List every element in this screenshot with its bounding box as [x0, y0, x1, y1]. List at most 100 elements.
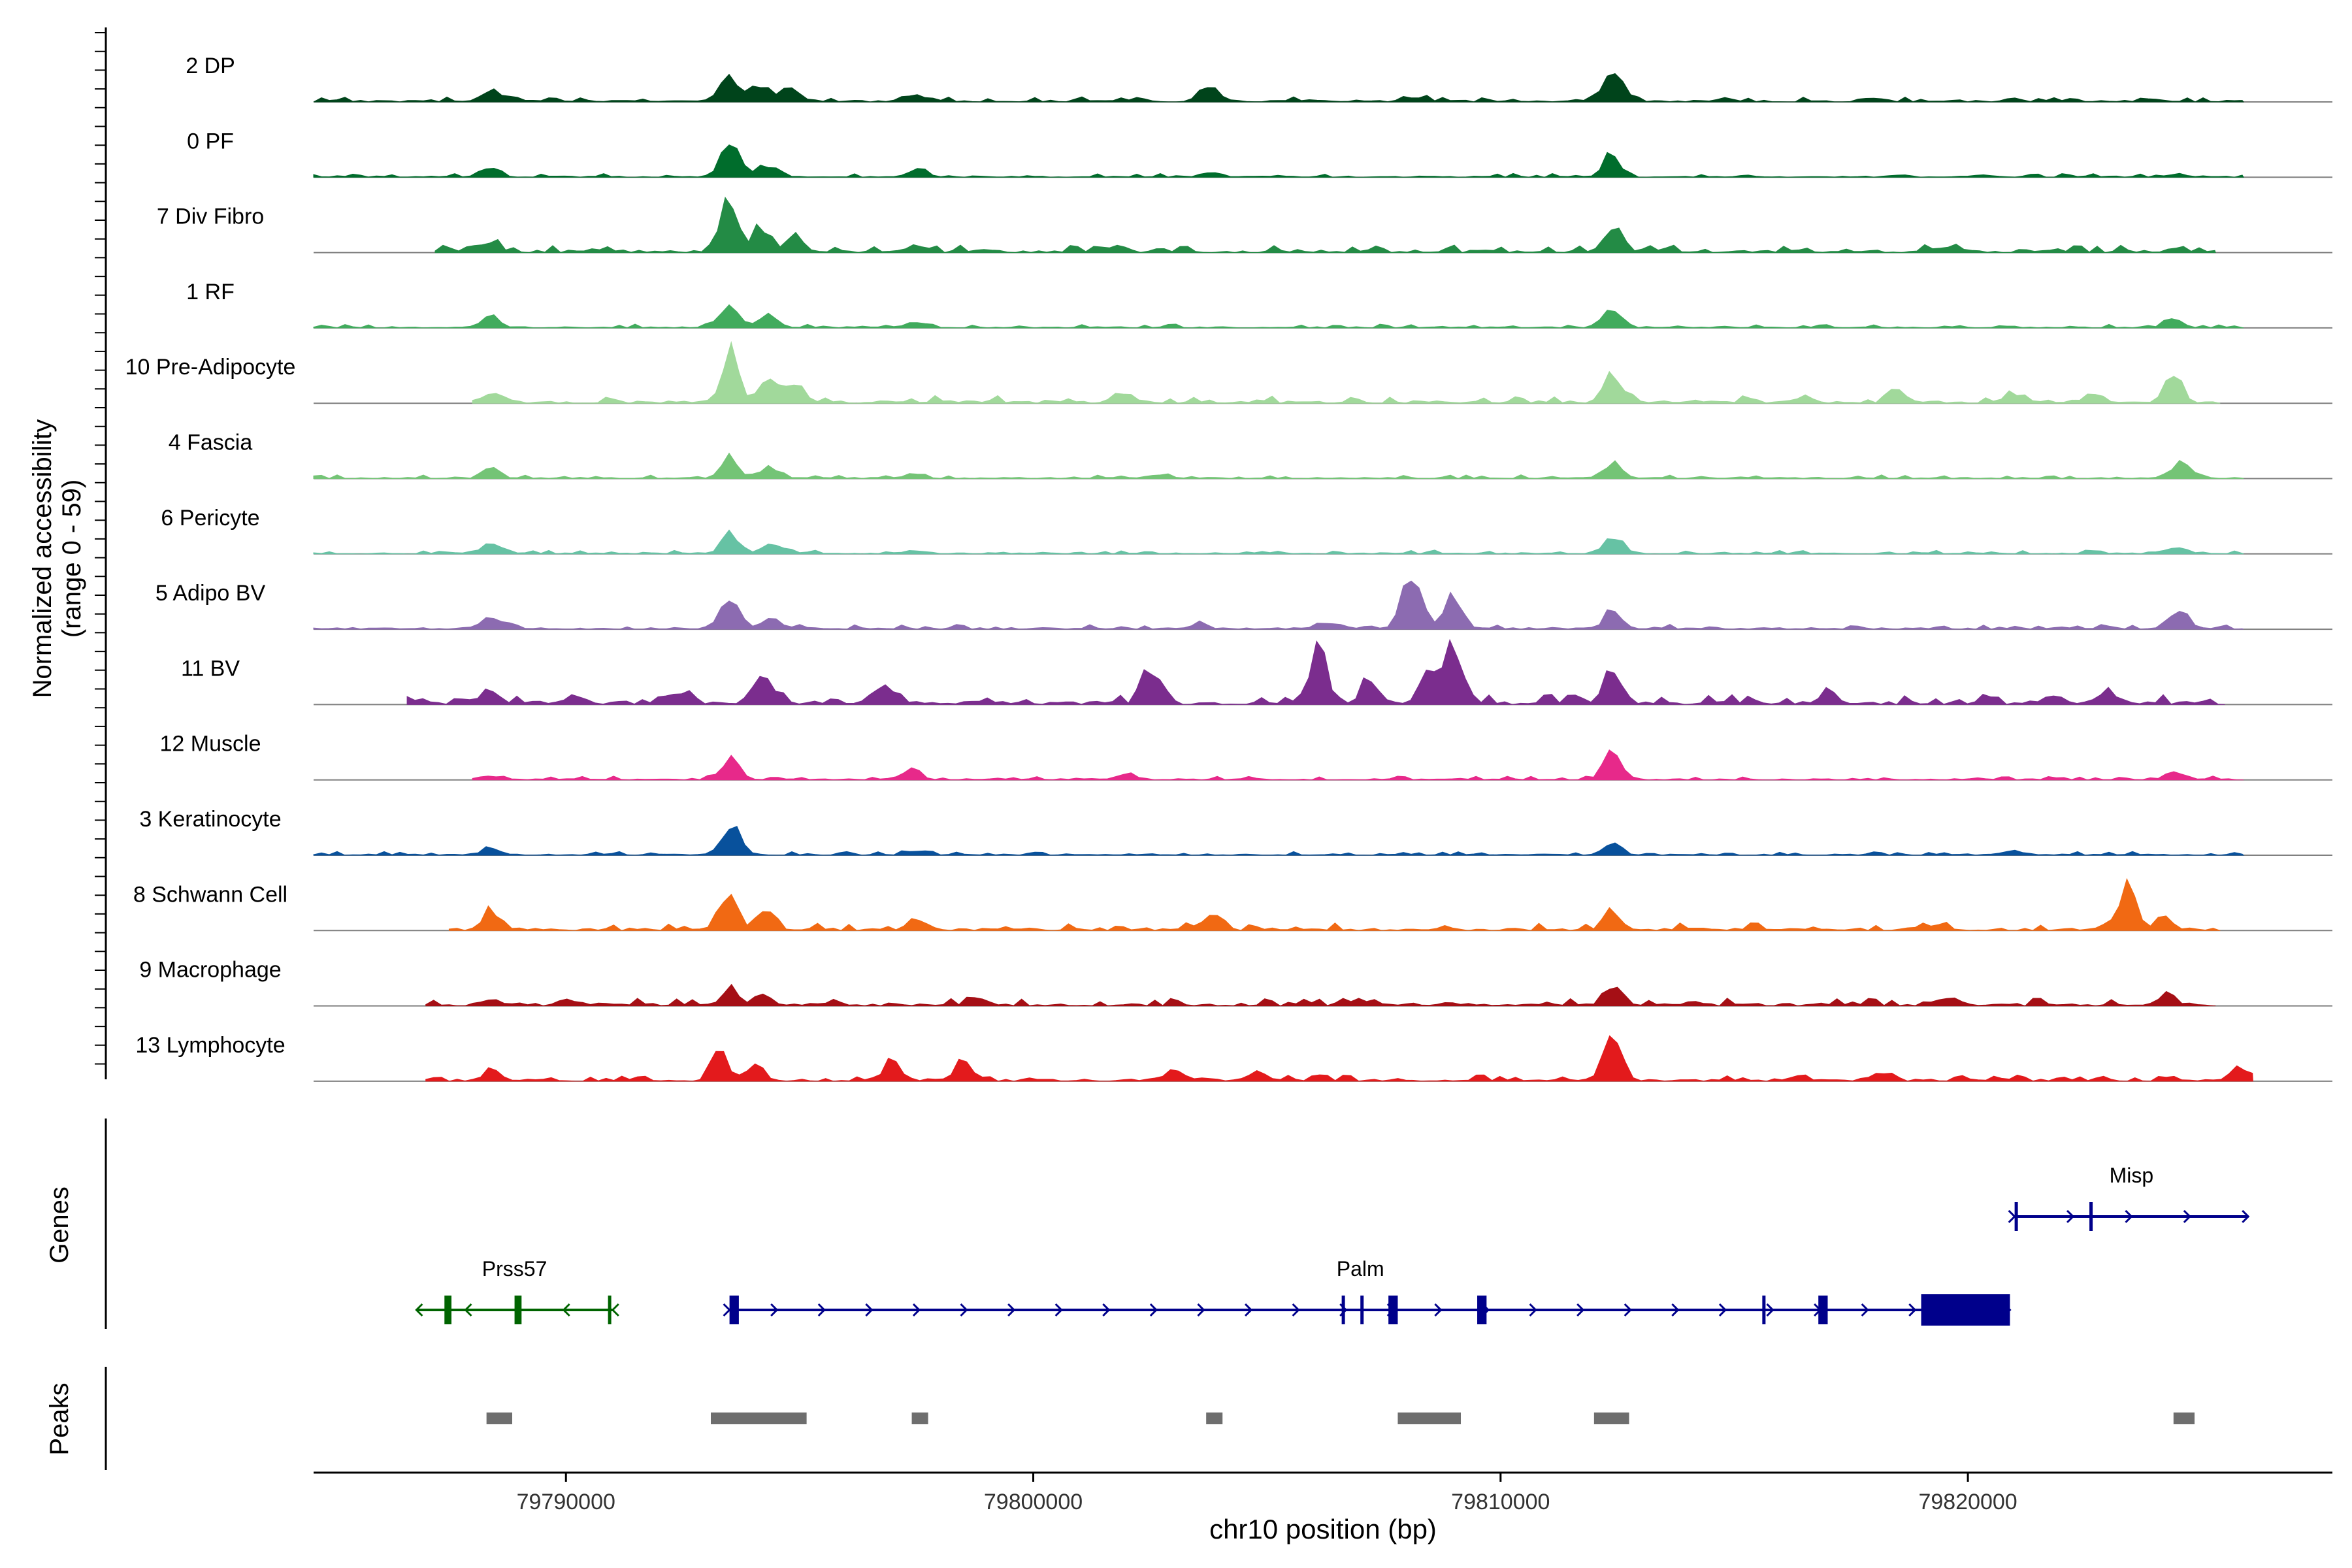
coverage-area — [313, 826, 2245, 856]
track-label: 6 Pericyte — [161, 506, 259, 531]
strand-chevron — [960, 1303, 968, 1317]
peak-region-bar — [1397, 1413, 1462, 1424]
strand-chevron — [2125, 1209, 2133, 1224]
track-9-macrophage: 9 Macrophage — [139, 958, 2332, 1007]
strand-chevron — [2183, 1209, 2191, 1224]
strand-chevron — [1054, 1303, 1063, 1317]
track-label: 3 Keratinocyte — [139, 807, 281, 832]
coverage-area — [425, 983, 2216, 1007]
track-label: 13 Lymphocyte — [135, 1033, 285, 1058]
strand-chevron — [1102, 1303, 1111, 1317]
gene-name-label: Prss57 — [482, 1257, 547, 1281]
track-8-schwann-cell: 8 Schwann Cell — [133, 877, 2332, 932]
track-label: 9 Macrophage — [139, 958, 281, 983]
coverage-area — [313, 144, 2244, 178]
exon — [2089, 1202, 2093, 1231]
strand-chevron — [817, 1303, 826, 1317]
track-11-bv: 11 BV — [181, 638, 2332, 706]
strand-chevron — [1624, 1303, 1632, 1317]
gene-name-label: Palm — [1337, 1257, 1384, 1281]
coverage-area — [406, 638, 2225, 705]
coverage-area — [313, 73, 2245, 103]
coverage-area — [434, 196, 2216, 253]
exon — [1477, 1296, 1487, 1324]
gene-prss57: Prss57 — [415, 1257, 619, 1324]
strand-chevron — [2066, 1209, 2075, 1224]
strand-chevron — [912, 1303, 921, 1317]
x-tick-label: 79790000 — [517, 1490, 615, 1514]
coverage-area — [313, 304, 2244, 329]
strand-chevron — [2242, 1209, 2250, 1224]
track-12-muscle: 12 Muscle — [160, 732, 2332, 781]
track-6-pericyte: 6 Pericyte — [161, 506, 2332, 555]
track-label: 5 Adipo BV — [155, 581, 266, 606]
strand-chevron — [1908, 1303, 1917, 1317]
peak-region-bar — [710, 1413, 807, 1424]
strand-chevron — [1434, 1303, 1443, 1317]
x-axis: 79790000 79800000 79810000 79820000 chr10 p… — [314, 1471, 2332, 1544]
track-label: 12 Muscle — [160, 732, 261, 757]
exon — [1388, 1296, 1398, 1324]
gene-models: Prss57 Palm Misp — [415, 1164, 2250, 1326]
track-1-rf: 1 RF — [186, 280, 2332, 329]
strand-chevron — [562, 1303, 570, 1317]
track-10-pre-adipocyte: 10 Pre-Adipocyte — [125, 340, 2332, 404]
strand-chevron — [1576, 1303, 1585, 1317]
gene-name-label: Misp — [2110, 1164, 2154, 1187]
x-ticks: 79790000 79800000 79810000 79820000 — [517, 1473, 2017, 1514]
peak-region-bar — [911, 1413, 928, 1424]
track-label: 4 Fascia — [169, 431, 253, 455]
exon — [444, 1296, 452, 1324]
track-2-dp: 2 DP — [186, 54, 2332, 103]
strand-chevron — [1244, 1303, 1253, 1317]
coverage-area — [448, 877, 2221, 931]
exon — [2014, 1202, 2018, 1231]
exon — [608, 1296, 612, 1324]
coverage-y-ticks — [95, 32, 106, 1065]
track-3-keratinocyte: 3 Keratinocyte — [139, 807, 2332, 856]
y-axis-label-line2: (range 0 - 59) — [57, 480, 86, 638]
strand-chevron — [2008, 1209, 2016, 1224]
strand-chevron — [1149, 1303, 1158, 1317]
peak-region-bar — [1593, 1413, 1629, 1424]
peak-region-bar — [2173, 1413, 2195, 1424]
track-13-lymphocyte: 13 Lymphocyte — [135, 1033, 2332, 1082]
strand-chevron — [1197, 1303, 1205, 1317]
track-label: 0 PF — [187, 129, 234, 154]
coverage-area — [313, 452, 2244, 480]
coverage-area — [313, 529, 2244, 555]
coverage-area — [472, 749, 2244, 781]
track-5-adipo-bv: 5 Adipo BV — [155, 580, 2332, 630]
exon — [514, 1296, 522, 1324]
coverage-area — [472, 340, 2221, 404]
exon — [1762, 1296, 1766, 1324]
genes-track-label: Genes — [45, 1186, 74, 1264]
track-label: 2 DP — [186, 54, 235, 78]
genes-panel: Genes Prss57 Palm Misp — [45, 1119, 2250, 1329]
gene-palm: Palm — [723, 1257, 2012, 1326]
track-label: 8 Schwann Cell — [133, 882, 287, 907]
exon — [729, 1296, 739, 1324]
y-axis-label-line1: Normalized accessibility — [28, 419, 57, 698]
coverage-tracks: 2 DP 0 PF 7 Div Fibro 1 RF 10 Pre-Adipocyte 4… — [125, 54, 2332, 1082]
peak-regions — [486, 1413, 2195, 1424]
coverage-area — [313, 580, 2244, 630]
gene-misp: Misp — [2008, 1164, 2250, 1231]
exon — [1360, 1296, 1364, 1324]
strand-chevron — [770, 1303, 779, 1317]
peak-region-bar — [1206, 1413, 1223, 1424]
track-label: 11 BV — [181, 656, 240, 681]
strand-chevron — [1718, 1303, 1727, 1317]
x-tick-label: 79820000 — [1918, 1490, 2017, 1514]
strand-chevron — [1766, 1303, 1774, 1317]
x-tick-label: 79800000 — [984, 1490, 1083, 1514]
strand-chevron — [415, 1303, 423, 1317]
peaks-panel: Peaks — [45, 1367, 2195, 1470]
peak-region-bar — [486, 1413, 512, 1424]
coverage-area — [425, 1035, 2253, 1082]
track-7-div-fibro: 7 Div Fibro — [157, 196, 2332, 253]
track-label: 1 RF — [186, 280, 235, 304]
track-label: 7 Div Fibro — [157, 204, 264, 229]
